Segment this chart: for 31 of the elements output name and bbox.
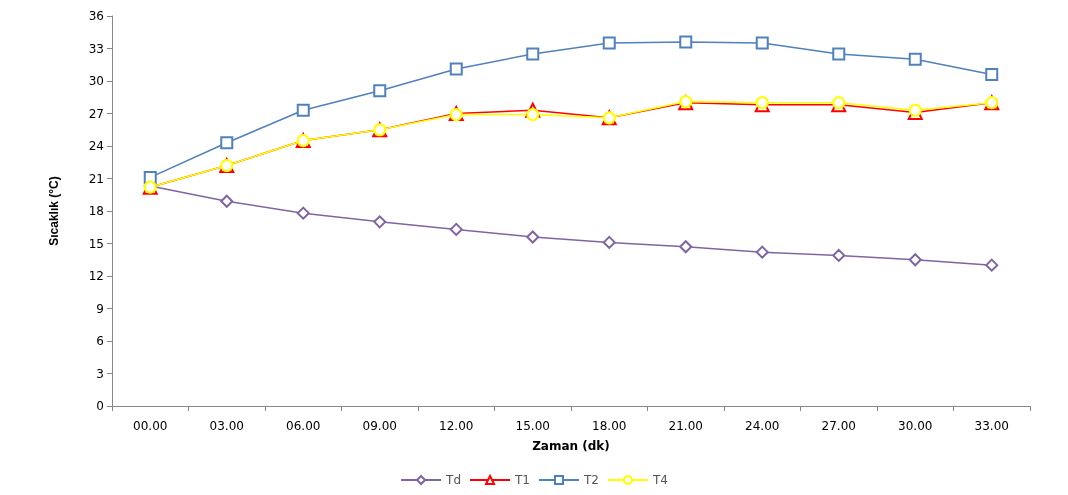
- x-tick-label: 03.00: [209, 419, 244, 433]
- y-tick-label: 30: [88, 74, 104, 88]
- legend-label: T2: [582, 473, 599, 487]
- y-axis-title: Sıcaklık (°C): [47, 176, 61, 246]
- y-tick-label: 0: [96, 399, 104, 413]
- legend-label: T4: [651, 473, 668, 487]
- legend-label: Td: [445, 473, 462, 487]
- y-tick-label: 6: [96, 334, 104, 348]
- y-tick-label: 36: [88, 9, 104, 23]
- y-tick-label: 33: [88, 41, 104, 56]
- y-tick-label: 15: [88, 236, 104, 251]
- y-tick-label: 18: [88, 204, 104, 218]
- x-tick-label: 27.00: [821, 419, 856, 433]
- x-tick-label: 06.00: [286, 419, 321, 433]
- y-tick-label: 27: [88, 106, 104, 121]
- x-tick-label: 18.00: [592, 419, 627, 433]
- x-tick-label: 00.00: [133, 419, 168, 433]
- x-tick-label: 21.00: [668, 419, 703, 433]
- y-tick-label: 9: [96, 301, 104, 316]
- x-tick-label: 09.00: [362, 419, 397, 433]
- x-tick-label: 33.00: [974, 419, 1009, 433]
- x-tick-label: 12.00: [439, 419, 474, 433]
- y-tick-label: 12: [88, 269, 104, 283]
- y-tick-label: 21: [88, 171, 104, 186]
- x-tick-label: 15.00: [515, 419, 550, 433]
- x-axis-title: Zaman (dk): [532, 439, 610, 453]
- y-tick-label: 24: [88, 139, 104, 153]
- legend-label: T1: [514, 473, 530, 487]
- x-tick-label: 30.00: [898, 419, 933, 433]
- x-tick-label: 24.00: [745, 419, 780, 433]
- y-tick-label: 3: [96, 366, 104, 381]
